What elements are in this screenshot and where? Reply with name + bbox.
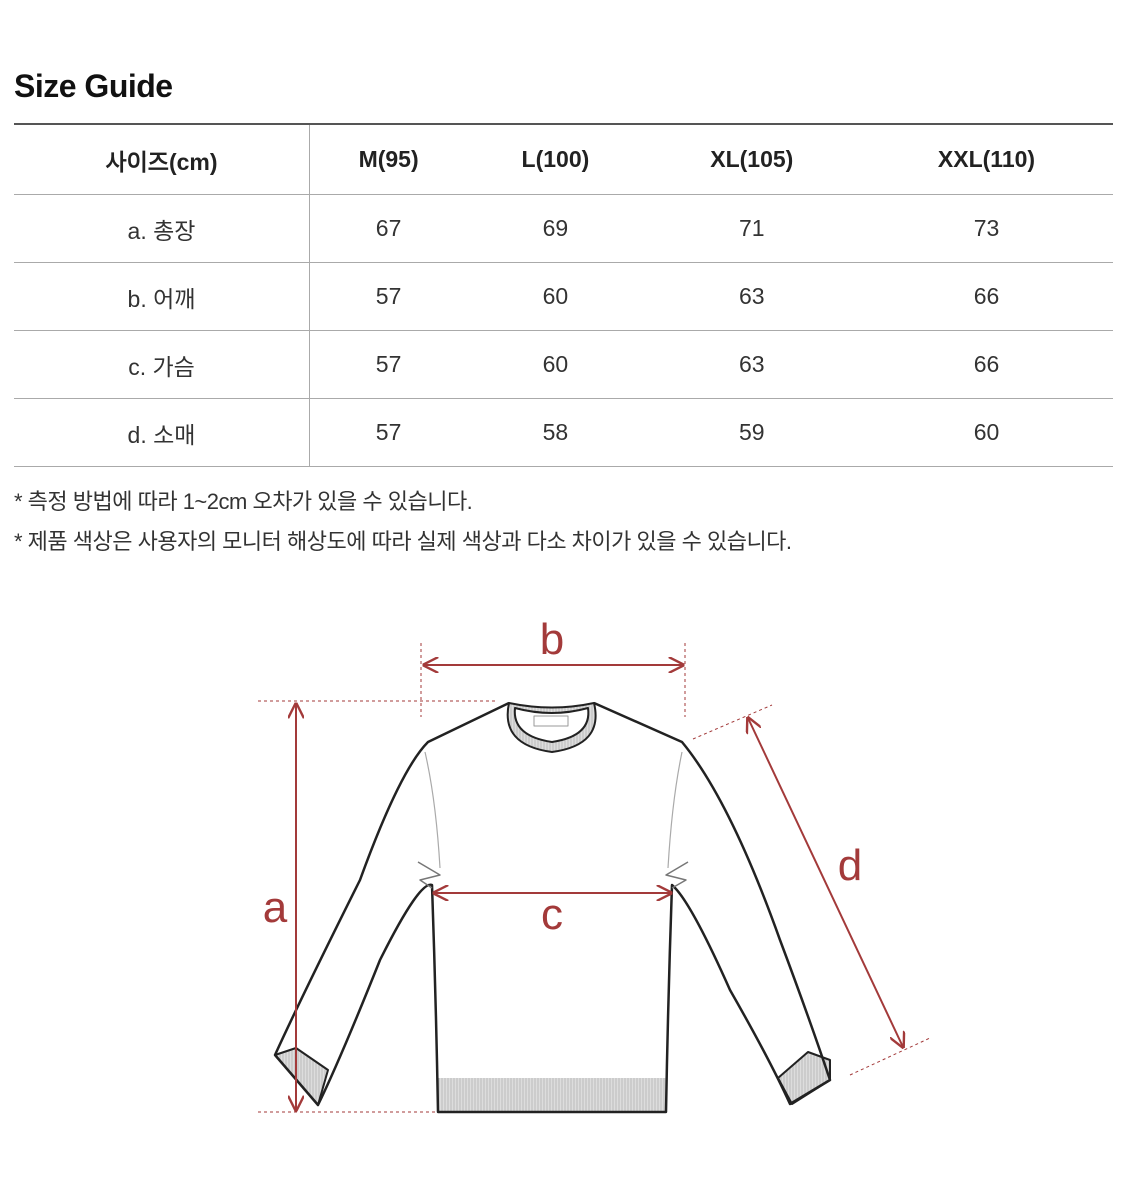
size-table: 사이즈(cm) M(95) L(100) XL(105) XXL(110) a.…	[14, 123, 1113, 467]
arrow-d	[748, 718, 903, 1047]
cell: 59	[643, 398, 860, 467]
table-row: a. 총장 67 69 71 73	[14, 194, 1113, 263]
cell: 69	[467, 194, 644, 263]
label-d: d	[838, 841, 862, 890]
note-color: * 제품 색상은 사용자의 모니터 해상도에 따라 실제 색상과 다소 차이가 …	[14, 529, 792, 554]
cell: 67	[309, 194, 468, 263]
cell: 57	[309, 330, 468, 399]
note-measurement: * 측정 방법에 따라 1~2cm 오차가 있을 수 있습니다.	[14, 489, 473, 514]
header-l: L(100)	[467, 124, 644, 195]
row-label: b. 어깨	[14, 262, 310, 331]
cell: 57	[309, 398, 468, 467]
cell: 58	[467, 398, 644, 467]
cell: 66	[859, 330, 1113, 399]
label-c: c	[541, 890, 563, 939]
header-m: M(95)	[309, 124, 468, 195]
table-row: b. 어깨 57 60 63 66	[14, 262, 1113, 331]
page-title: Size Guide	[14, 68, 173, 104]
row-label: d. 소매	[14, 398, 310, 467]
cell: 60	[467, 330, 644, 399]
label-b: b	[540, 615, 564, 664]
row-label: c. 가슴	[14, 330, 310, 399]
measure-guides	[258, 643, 931, 1113]
table-row: c. 가슴 57 60 63 66	[14, 330, 1113, 399]
table-header-row: 사이즈(cm) M(95) L(100) XL(105) XXL(110)	[14, 124, 1113, 195]
cell: 57	[309, 262, 468, 331]
header-xxl: XXL(110)	[859, 124, 1113, 195]
cell: 63	[643, 262, 860, 331]
notes: * 측정 방법에 따라 1~2cm 오차가 있을 수 있습니다. * 제품 색상…	[14, 482, 792, 562]
cell: 63	[643, 330, 860, 399]
cell: 66	[859, 262, 1113, 331]
cell: 71	[643, 194, 860, 263]
cell: 60	[859, 398, 1113, 467]
header-xl: XL(105)	[643, 124, 860, 195]
table-row: d. 소매 57 58 59 60	[14, 398, 1113, 467]
row-label: a. 총장	[14, 194, 310, 263]
cell: 60	[467, 262, 644, 331]
cell: 73	[859, 194, 1113, 263]
header-size: 사이즈(cm)	[14, 124, 310, 195]
label-a: a	[263, 883, 288, 932]
